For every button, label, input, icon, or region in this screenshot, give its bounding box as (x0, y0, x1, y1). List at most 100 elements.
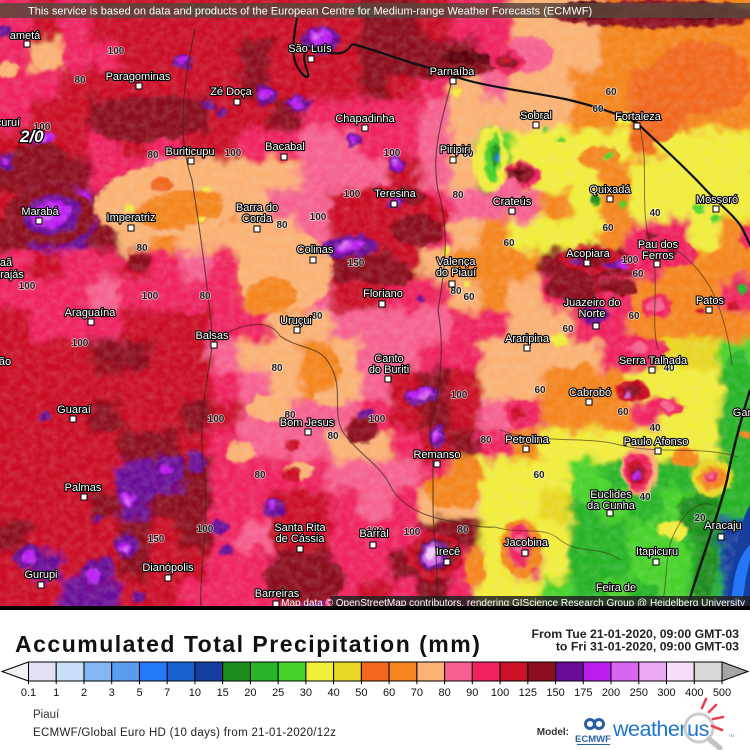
svg-text:10: 10 (189, 687, 201, 699)
svg-text:Feira de: Feira de (596, 582, 636, 594)
svg-text:Acopiara: Acopiara (566, 248, 610, 260)
svg-text:80: 80 (284, 410, 296, 421)
svg-text:40: 40 (649, 208, 661, 219)
svg-text:ão: ão (0, 356, 11, 368)
svg-text:Imperatriz: Imperatriz (107, 212, 156, 224)
svg-text:Serra Talhada: Serra Talhada (619, 355, 688, 367)
svg-text:60: 60 (592, 104, 604, 115)
svg-text:100: 100 (225, 148, 242, 159)
svg-text:100: 100 (108, 46, 125, 57)
svg-text:Pau dos: Pau dos (638, 239, 679, 251)
svg-text:100: 100 (197, 524, 214, 535)
svg-text:80: 80 (311, 311, 323, 322)
svg-text:Balsas: Balsas (195, 330, 229, 342)
svg-text:80: 80 (462, 149, 474, 160)
svg-text:Uruçui: Uruçui (280, 315, 312, 327)
svg-text:80: 80 (327, 431, 339, 442)
svg-text:60: 60 (503, 238, 515, 249)
svg-text:500: 500 (713, 687, 731, 699)
svg-text:™: ™ (728, 734, 735, 741)
svg-text:Teresina: Teresina (374, 188, 416, 200)
svg-text:60: 60 (632, 269, 644, 280)
svg-text:80: 80 (199, 291, 211, 302)
svg-text:to Fri 31-01-2020, 09:00 GMT-0: to Fri 31-01-2020, 09:00 GMT-03 (556, 640, 739, 654)
svg-text:Valença: Valença (437, 256, 477, 268)
svg-text:Zé Doça: Zé Doça (210, 86, 252, 98)
svg-text:60: 60 (383, 687, 395, 699)
svg-text:80: 80 (276, 220, 288, 231)
svg-text:Santa Rita: Santa Rita (274, 522, 326, 534)
svg-text:150: 150 (148, 534, 165, 545)
svg-text:Gurupi: Gurupi (24, 569, 57, 581)
svg-text:80: 80 (450, 286, 462, 297)
svg-text:da Cunha: da Cunha (587, 500, 636, 512)
svg-text:100: 100 (622, 255, 639, 266)
svg-text:100: 100 (344, 189, 361, 200)
svg-text:weather.: weather. (612, 717, 690, 741)
svg-text:Model:: Model: (537, 727, 569, 738)
svg-text:40: 40 (639, 492, 651, 503)
svg-text:100: 100 (142, 291, 159, 302)
svg-text:100: 100 (404, 527, 421, 538)
svg-text:Barreiras: Barreiras (255, 588, 300, 600)
svg-text:100: 100 (384, 148, 401, 159)
svg-text:Norte: Norte (579, 308, 606, 320)
svg-text:100: 100 (310, 212, 327, 223)
svg-text:Colinas: Colinas (297, 244, 334, 256)
svg-text:Araripina: Araripina (505, 333, 550, 345)
svg-text:Accumulated Total Precipitatio: Accumulated Total Precipitation (mm) (15, 631, 481, 657)
svg-text:Dianópolis: Dianópolis (142, 562, 194, 574)
svg-text:15: 15 (217, 687, 229, 699)
svg-text:70: 70 (411, 687, 423, 699)
svg-text:Parnaíba: Parnaíba (430, 66, 476, 78)
svg-text:Barra do: Barra do (236, 202, 278, 214)
svg-text:60: 60 (533, 470, 545, 481)
svg-text:1: 1 (53, 687, 59, 699)
svg-text:150: 150 (348, 258, 365, 269)
svg-text:90: 90 (466, 687, 478, 699)
svg-text:80: 80 (457, 525, 469, 536)
svg-text:40: 40 (663, 363, 675, 374)
svg-text:ECMWF: ECMWF (575, 734, 611, 745)
svg-text:Mossoró: Mossoró (696, 194, 738, 206)
svg-text:This service is based on data: This service is based on data and produc… (28, 6, 592, 18)
svg-text:Itapicuru: Itapicuru (636, 546, 678, 558)
svg-text:Map data © OpenStreetMap contr: Map data © OpenStreetMap contributors, r… (281, 598, 745, 609)
svg-text:80: 80 (271, 363, 283, 374)
svg-text:20: 20 (244, 687, 256, 699)
svg-text:us: us (687, 717, 709, 741)
svg-text:60: 60 (605, 87, 617, 98)
svg-text:80: 80 (74, 75, 86, 86)
svg-text:Crateús: Crateús (493, 196, 532, 208)
svg-text:Piripiri: Piripiri (440, 144, 471, 156)
svg-text:Quixadá: Quixadá (590, 184, 632, 196)
svg-text:do Buriti: do Buriti (369, 364, 409, 376)
svg-text:100: 100 (367, 526, 384, 537)
svg-text:Piauí: Piauí (33, 709, 60, 721)
svg-text:Floriano: Floriano (363, 288, 403, 300)
svg-text:São Luís: São Luís (288, 43, 332, 55)
svg-text:Aracaju: Aracaju (704, 520, 741, 532)
svg-text:100: 100 (72, 338, 89, 349)
svg-text:ametá: ametá (10, 30, 41, 42)
svg-text:60: 60 (628, 311, 640, 322)
svg-text:200: 200 (602, 687, 620, 699)
svg-text:2/0: 2/0 (19, 127, 44, 146)
svg-text:Petrolina: Petrolina (505, 434, 549, 446)
svg-text:Canto: Canto (374, 353, 403, 365)
svg-text:Fortaleza: Fortaleza (615, 111, 662, 123)
svg-text:100: 100 (369, 414, 386, 425)
svg-text:Paragominas: Paragominas (106, 71, 171, 83)
svg-text:100: 100 (208, 414, 225, 425)
svg-text:Gara: Gara (733, 407, 750, 419)
svg-text:80: 80 (438, 687, 450, 699)
svg-text:Barral: Barral (359, 528, 388, 540)
svg-text:175: 175 (574, 687, 592, 699)
svg-text:Araguaína: Araguaína (65, 307, 117, 319)
svg-text:60: 60 (562, 324, 574, 335)
svg-text:100: 100 (19, 281, 36, 292)
svg-text:ECMWF/Global Euro HD (10 days): ECMWF/Global Euro HD (10 days) from 21-0… (33, 727, 336, 739)
svg-text:Remanso: Remanso (413, 449, 460, 461)
svg-text:80: 80 (452, 190, 464, 201)
svg-text:60: 60 (463, 292, 475, 303)
